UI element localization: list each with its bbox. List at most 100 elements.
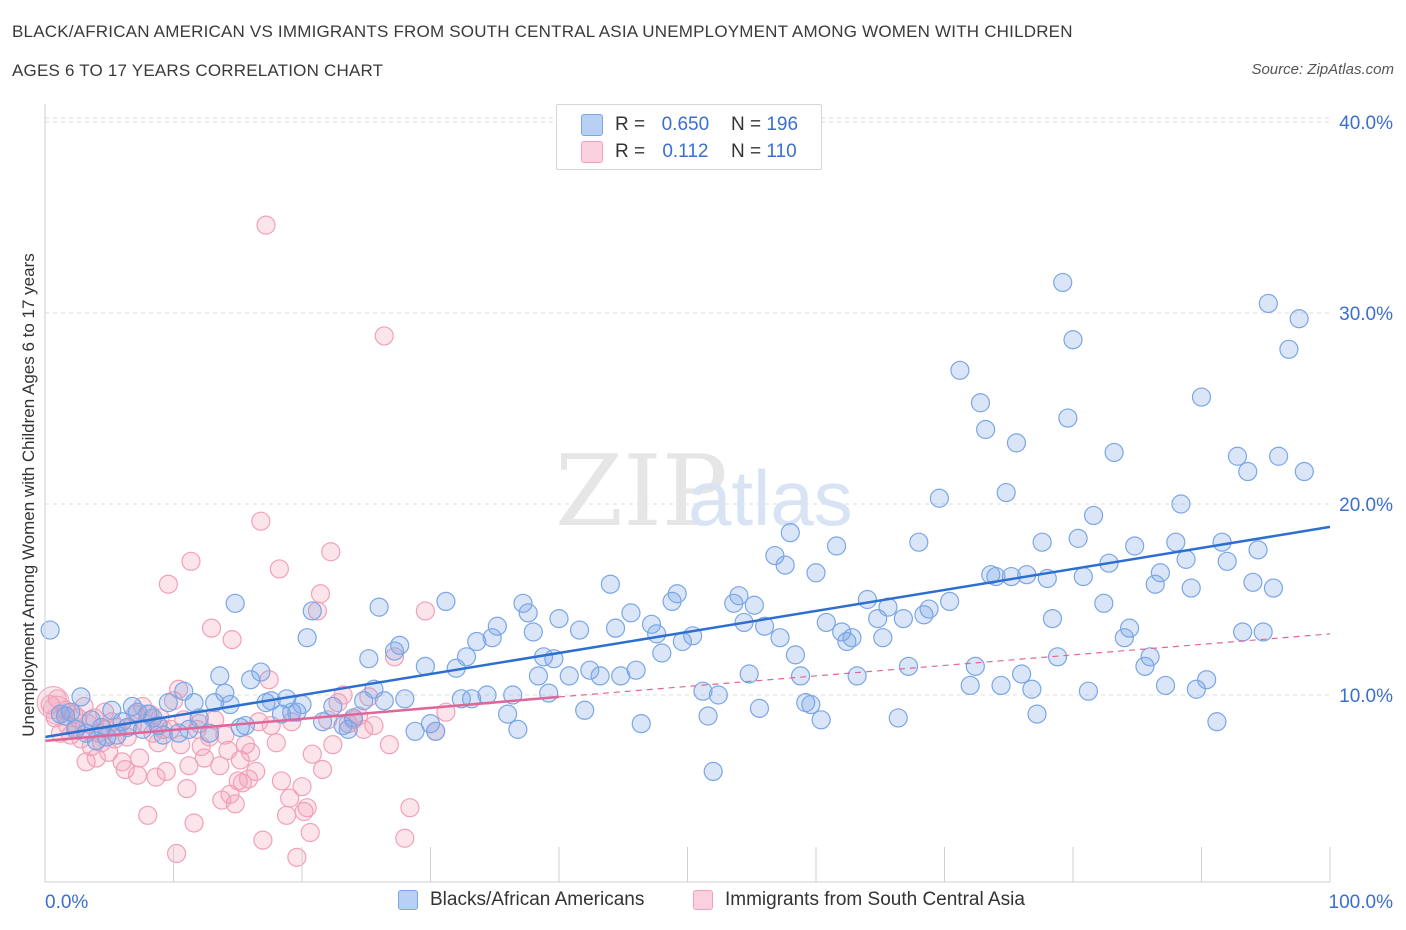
legend-item-immigrants[interactable]: Immigrants from South Central Asia	[693, 889, 1025, 911]
blue-data-point	[487, 616, 507, 636]
legend-swatch-pink	[693, 890, 713, 910]
pink-data-point	[230, 750, 250, 770]
chart-title-line2: AGES 6 TO 17 YEARS CORRELATION CHART	[12, 61, 384, 80]
blue-data-point	[626, 660, 646, 680]
blue-data-point	[754, 616, 775, 636]
blue-data-point	[1248, 540, 1268, 560]
blue-data-point	[1140, 647, 1160, 667]
pink-data-point	[158, 574, 178, 594]
blue-data-point	[1263, 578, 1284, 598]
blue-data-point	[914, 605, 934, 625]
pink-data-point	[276, 805, 297, 825]
blue-data-point	[1279, 339, 1299, 359]
pink-data-point	[179, 756, 199, 776]
blue-data-point	[1058, 408, 1078, 428]
blue-trend-line	[44, 525, 1331, 739]
pink-data-point	[222, 630, 242, 650]
legend-n-value-pink: 110	[766, 141, 797, 162]
blue-data-point	[71, 687, 91, 707]
pink-data-point	[194, 748, 214, 768]
blue-data-point	[1166, 532, 1186, 552]
blue-data-point	[549, 608, 569, 629]
blue-data-point	[1068, 528, 1088, 548]
blue-data-point	[1238, 461, 1258, 482]
blue-data-point	[667, 584, 687, 604]
blue-data-point	[40, 620, 60, 640]
blue-data-point	[893, 608, 913, 629]
pink-data-point	[201, 618, 222, 638]
blue-data-point	[482, 628, 502, 648]
blue-data-point	[806, 563, 826, 583]
pink-data-point	[138, 805, 158, 825]
blue-data-point	[929, 488, 949, 508]
blue-data-point	[456, 647, 477, 667]
blue-data-point	[991, 675, 1011, 696]
legend-n-label: N =	[730, 141, 762, 162]
blue-data-point	[297, 628, 317, 648]
blue-data-point	[1207, 712, 1227, 732]
pink-data-point	[310, 584, 331, 604]
blue-data-point	[590, 666, 610, 686]
blue-data-point	[847, 666, 867, 686]
legend-swatch-pink	[581, 141, 603, 163]
blue-data-point	[652, 643, 672, 663]
blue-data-point	[1011, 664, 1032, 684]
blue-data-point	[816, 612, 836, 633]
pink-data-point	[241, 742, 261, 762]
blue-data-point	[1135, 656, 1155, 676]
watermark-zip: ZIP	[555, 435, 728, 549]
blue-data-point	[1176, 549, 1196, 569]
blue-data-point	[426, 721, 446, 741]
blue-data-point	[996, 482, 1016, 503]
blue-data-point	[199, 723, 220, 743]
pink-series-points	[36, 215, 456, 867]
blue-data-point	[158, 693, 178, 713]
x-tick-label: 0.0%	[45, 892, 88, 913]
pink-data-point	[395, 828, 415, 848]
blue-data-point	[765, 545, 785, 566]
blue-data-point	[811, 710, 831, 730]
blue-data-point	[770, 628, 790, 648]
blue-series-points	[40, 272, 1314, 782]
pink-data-point	[256, 215, 276, 235]
blue-data-point	[739, 664, 759, 684]
pink-data-point	[115, 759, 135, 780]
pink-data-point	[210, 756, 230, 776]
pink-data-point	[287, 847, 307, 867]
pink-data-point	[379, 735, 399, 755]
pink-data-point	[266, 733, 286, 753]
blue-data-point	[513, 593, 533, 613]
blue-data-point	[467, 631, 487, 652]
blue-data-point	[898, 656, 919, 676]
blue-data-point	[1217, 551, 1237, 571]
blue-data-point	[780, 523, 800, 543]
blue-data-point	[1171, 494, 1191, 514]
legend-item-blacks[interactable]: Blacks/African Americans	[398, 889, 644, 911]
blue-data-point	[210, 666, 230, 686]
pink-data-point	[76, 752, 96, 772]
blue-data-point	[1006, 433, 1027, 453]
blue-data-point	[241, 670, 261, 690]
blue-data-point	[338, 719, 358, 739]
pink-data-point	[292, 777, 312, 797]
blue-data-point	[647, 624, 667, 644]
pink-data-point	[238, 769, 259, 789]
blue-data-point	[1022, 679, 1042, 699]
legend-row-pink: R = 0.112 N = 110	[581, 139, 797, 165]
blue-data-point	[302, 601, 322, 621]
blue-data-point	[395, 689, 415, 709]
watermark-atlas: atlas	[688, 454, 853, 542]
y-axis-label: Unemployment Among Women with Children A…	[19, 253, 38, 737]
pink-data-point	[166, 843, 187, 864]
legend-row-blue: R = 0.650 N = 196	[581, 112, 798, 138]
blue-data-point	[1053, 272, 1073, 293]
pink-data-point	[246, 761, 266, 782]
blue-data-point	[1253, 622, 1273, 642]
blue-data-point	[693, 681, 713, 701]
pink-data-point	[297, 798, 317, 818]
legend-r-value-pink: 0.112	[662, 141, 709, 162]
blue-data-point	[1063, 330, 1083, 350]
pink-data-point	[181, 551, 201, 571]
blue-data-point	[729, 586, 749, 606]
legend-swatch-blue	[398, 890, 418, 910]
